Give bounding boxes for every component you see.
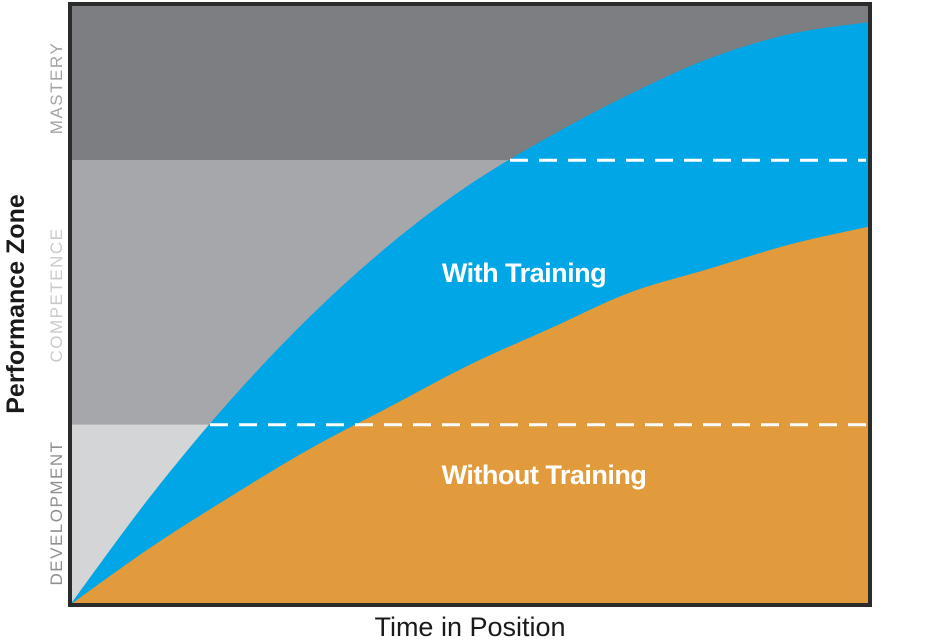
- zone-threshold-lines: [210, 158, 866, 427]
- x-axis-label: Time in Position: [374, 612, 565, 642]
- series-label-without-training: Without Training: [442, 460, 647, 490]
- zone-label-competence: COMPETENCE: [47, 228, 66, 363]
- series-label-with-training: With Training: [442, 258, 606, 288]
- plot-frame: [68, 2, 872, 607]
- zone-label-development: DEVELOPMENT: [47, 441, 66, 586]
- series-areas: [70, 22, 870, 605]
- zone-label-mastery: MASTERY: [47, 42, 66, 134]
- area-without-training: [70, 226, 870, 605]
- y-axis-label: Performance Zone: [2, 194, 30, 414]
